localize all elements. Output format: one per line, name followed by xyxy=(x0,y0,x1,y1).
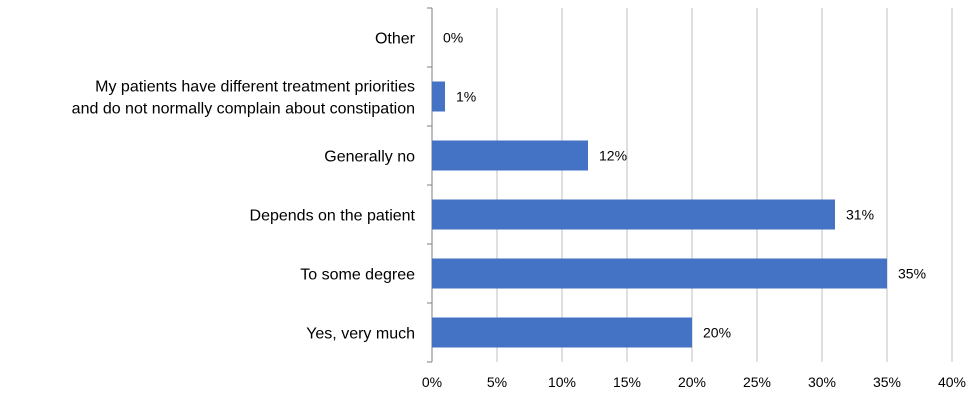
x-tick-label: 25% xyxy=(743,374,771,390)
data-label: 35% xyxy=(898,266,926,282)
category-label: My patients have different treatment pri… xyxy=(95,79,415,96)
category-label: To some degree xyxy=(300,267,415,284)
x-tick-label: 35% xyxy=(873,374,901,390)
category-label: Yes, very much xyxy=(306,326,415,343)
category-label: Other xyxy=(375,31,416,48)
data-label: 0% xyxy=(443,30,463,46)
bar xyxy=(432,140,588,171)
x-tick-label: 5% xyxy=(487,374,507,390)
x-tick-label: 0% xyxy=(422,374,442,390)
bar xyxy=(432,81,445,112)
bar xyxy=(432,199,835,230)
data-label: 20% xyxy=(703,325,731,341)
category-label: Generally no xyxy=(324,149,415,166)
category-label: Depends on the patient xyxy=(250,208,416,225)
bar xyxy=(432,258,887,289)
data-label: 31% xyxy=(846,207,874,223)
data-label: 12% xyxy=(599,148,627,164)
bar xyxy=(432,317,692,348)
category-label: and do not normally complain about const… xyxy=(72,101,415,118)
x-tick-label: 30% xyxy=(808,374,836,390)
x-tick-label: 20% xyxy=(678,374,706,390)
x-tick-label: 10% xyxy=(548,374,576,390)
x-tick-label: 15% xyxy=(613,374,641,390)
data-label: 1% xyxy=(456,89,476,105)
x-tick-label: 40% xyxy=(938,374,966,390)
